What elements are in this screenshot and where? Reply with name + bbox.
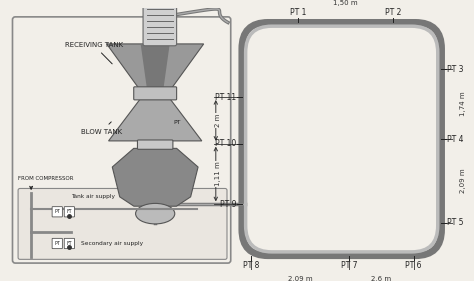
Polygon shape <box>141 44 170 88</box>
Text: PT 11: PT 11 <box>215 92 237 101</box>
Text: PT 7: PT 7 <box>341 261 357 270</box>
Text: PT 10: PT 10 <box>215 139 237 148</box>
Text: Secondary air supply: Secondary air supply <box>81 241 143 246</box>
Text: 1,50 m: 1,50 m <box>333 0 358 6</box>
FancyBboxPatch shape <box>134 87 177 100</box>
Text: PT 3: PT 3 <box>447 65 464 74</box>
Text: FILTER: FILTER <box>0 280 1 281</box>
Text: 1,74 m: 1,74 m <box>460 92 466 116</box>
Text: RECEIVING TANK: RECEIVING TANK <box>65 42 123 64</box>
Ellipse shape <box>136 203 175 224</box>
FancyBboxPatch shape <box>143 0 177 46</box>
Text: 1,11 m: 1,11 m <box>215 162 221 186</box>
Text: PT 8: PT 8 <box>243 261 259 270</box>
FancyBboxPatch shape <box>64 207 74 217</box>
Text: PT 6: PT 6 <box>405 261 422 270</box>
Text: FT: FT <box>66 209 72 214</box>
Text: 2 m: 2 m <box>215 114 221 127</box>
Text: PT 2: PT 2 <box>385 8 401 17</box>
Text: 2,09 m: 2,09 m <box>288 276 312 281</box>
Text: PT 1: PT 1 <box>290 8 306 17</box>
Text: PT: PT <box>55 209 60 214</box>
Polygon shape <box>112 148 198 206</box>
Text: PT: PT <box>174 120 182 125</box>
Polygon shape <box>109 99 202 141</box>
Text: 2,6 m: 2,6 m <box>371 276 392 281</box>
Text: FT: FT <box>66 241 72 246</box>
FancyBboxPatch shape <box>18 189 227 259</box>
Text: BLOW TANK: BLOW TANK <box>81 122 122 135</box>
Polygon shape <box>107 44 204 88</box>
FancyBboxPatch shape <box>137 140 173 149</box>
Text: PT 4: PT 4 <box>447 135 464 144</box>
Text: PT 9: PT 9 <box>220 200 237 209</box>
Text: FROM COMPRESSOR: FROM COMPRESSOR <box>18 176 73 181</box>
FancyBboxPatch shape <box>52 238 63 249</box>
FancyBboxPatch shape <box>52 207 63 217</box>
Text: PT 5: PT 5 <box>447 218 464 228</box>
FancyBboxPatch shape <box>64 238 74 249</box>
Text: PT: PT <box>55 241 60 246</box>
Text: Tank air supply: Tank air supply <box>71 194 115 199</box>
Text: 2,09 m: 2,09 m <box>460 169 466 193</box>
